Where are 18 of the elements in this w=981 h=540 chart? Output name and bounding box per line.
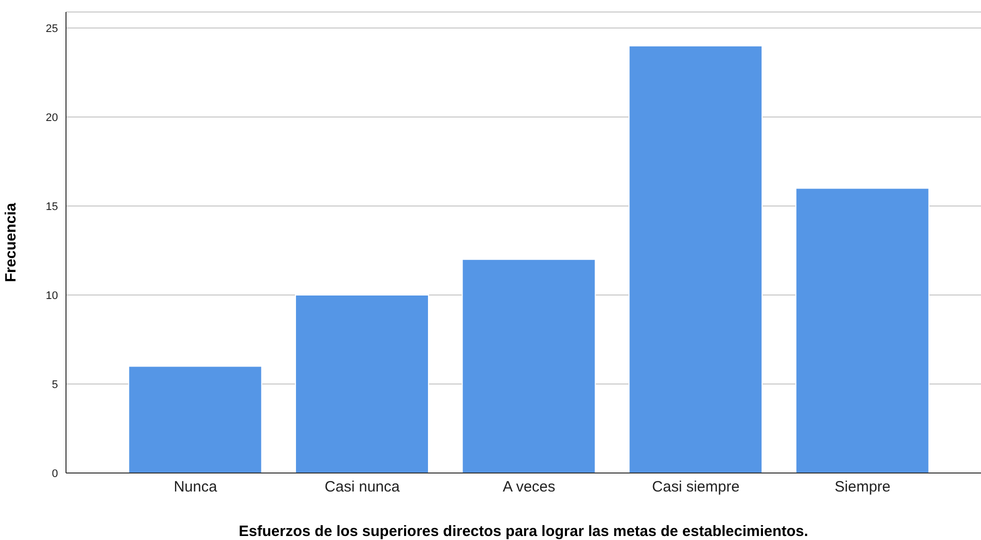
y-tick-label: 25 <box>46 22 58 35</box>
x-tick-label: Casi siempre <box>652 478 740 496</box>
y-tick-label: 15 <box>46 200 58 213</box>
bar <box>294 294 429 473</box>
bar <box>128 366 262 473</box>
y-tick-label: 0 <box>52 468 58 480</box>
x-tick-label: Nunca <box>174 478 218 496</box>
bar <box>628 45 763 473</box>
y-axis-title: Frecuencia <box>2 202 20 282</box>
x-tick-label: Casi nunca <box>324 478 400 496</box>
bar <box>795 188 930 473</box>
y-tick-label: 20 <box>46 112 58 124</box>
y-tick-label: 5 <box>52 378 58 391</box>
y-tick-label: 10 <box>46 290 58 302</box>
x-tick-label: A veces <box>502 478 556 496</box>
x-tick-label: Siempre <box>834 478 891 496</box>
bar <box>462 258 596 473</box>
x-axis-title: Esfuerzos de los superiores directos para lograr las metas de establecimientos. <box>238 523 808 540</box>
